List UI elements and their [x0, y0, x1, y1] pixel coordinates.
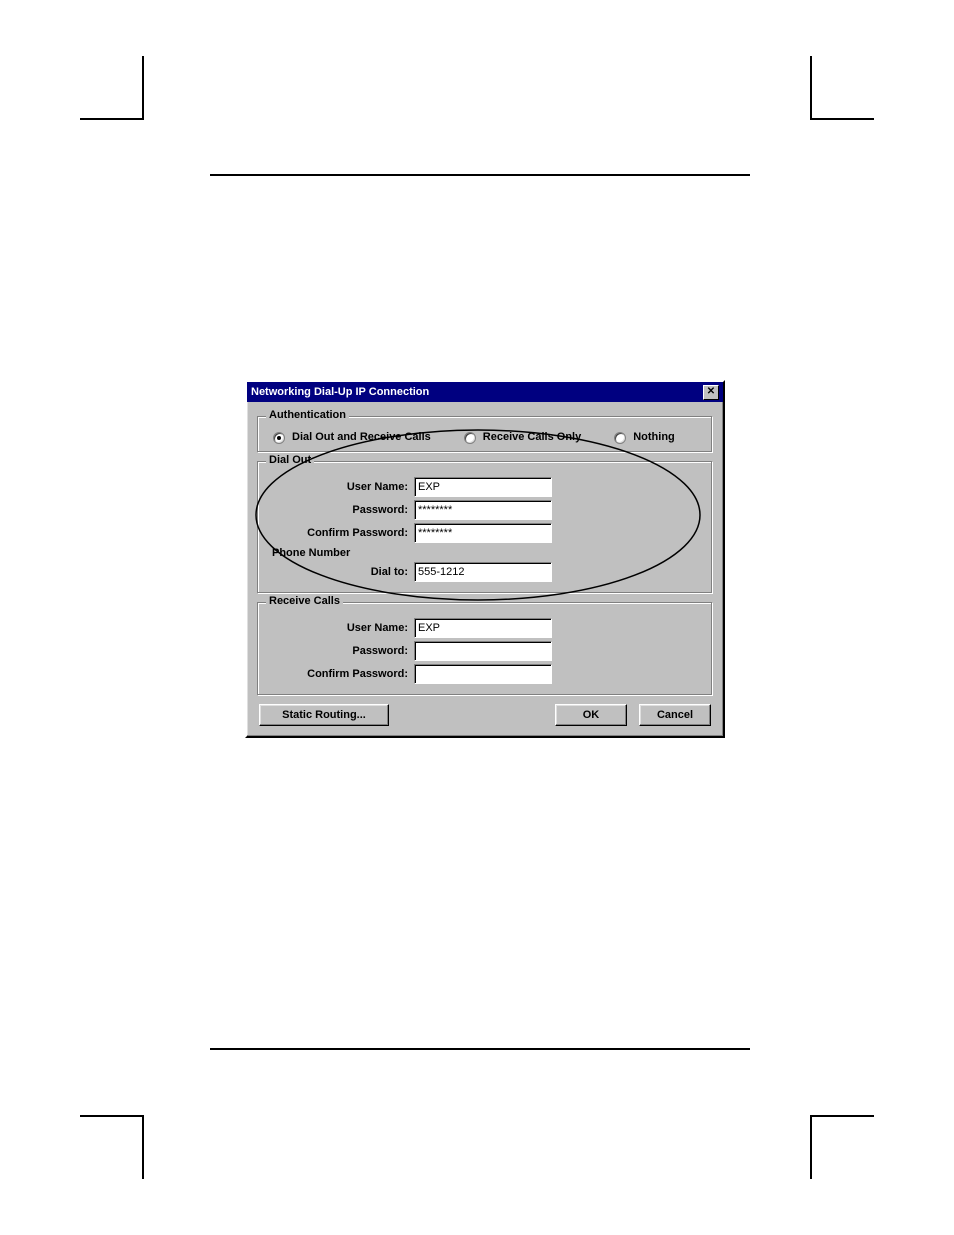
titlebar[interactable]: Networking Dial-Up IP Connection ✕	[247, 382, 723, 402]
radio-nothing-label: Nothing	[633, 431, 675, 443]
radio-receive-only-input[interactable]	[464, 432, 476, 444]
crop-mark-tr	[810, 56, 874, 120]
dial-to-input[interactable]	[414, 562, 552, 582]
dial-out-confirm-password-label: Confirm Password:	[268, 527, 414, 539]
dial-out-legend: Dial Out	[266, 454, 314, 466]
dial-out-password-label: Password:	[268, 504, 414, 516]
radio-nothing[interactable]: Nothing	[609, 429, 675, 444]
radio-dial-out-and-receive[interactable]: Dial Out and Receive Calls	[268, 429, 431, 444]
radio-dial-out-and-receive-label: Dial Out and Receive Calls	[292, 431, 431, 443]
receive-calls-legend: Receive Calls	[266, 595, 343, 607]
authentication-group: Authentication Dial Out and Receive Call…	[257, 416, 713, 453]
dialup-connection-dialog: Networking Dial-Up IP Connection ✕ Authe…	[245, 380, 725, 738]
receive-confirm-password-label: Confirm Password:	[268, 668, 414, 680]
dial-out-confirm-password-input[interactable]	[414, 523, 552, 543]
dial-out-username-input[interactable]	[414, 477, 552, 497]
page-rule-bottom	[210, 1048, 750, 1050]
authentication-legend: Authentication	[266, 409, 349, 421]
receive-calls-group: Receive Calls User Name: Password: Confi…	[257, 602, 713, 696]
receive-username-input[interactable]	[414, 618, 552, 638]
receive-password-label: Password:	[268, 645, 414, 657]
page-rule-top	[210, 174, 750, 176]
dialog-button-row: Static Routing... OK Cancel	[257, 704, 713, 726]
dial-out-group: Dial Out User Name: Password: Confirm Pa…	[257, 461, 713, 594]
radio-dial-out-and-receive-input[interactable]	[273, 432, 285, 444]
dial-out-password-input[interactable]	[414, 500, 552, 520]
radio-receive-only[interactable]: Receive Calls Only	[459, 429, 581, 444]
dialog-title: Networking Dial-Up IP Connection	[251, 386, 429, 398]
radio-receive-only-label: Receive Calls Only	[483, 431, 581, 443]
phone-number-header: Phone Number	[272, 547, 702, 559]
crop-mark-tl	[80, 56, 144, 120]
crop-mark-br	[810, 1115, 874, 1179]
receive-password-input[interactable]	[414, 641, 552, 661]
ok-button[interactable]: OK	[555, 704, 627, 726]
dial-to-label: Dial to:	[268, 566, 414, 578]
dialog-client-area: Authentication Dial Out and Receive Call…	[247, 402, 723, 736]
static-routing-button[interactable]: Static Routing...	[259, 704, 389, 726]
radio-nothing-input[interactable]	[614, 432, 626, 444]
dial-out-username-label: User Name:	[268, 481, 414, 493]
crop-mark-bl	[80, 1115, 144, 1179]
cancel-button[interactable]: Cancel	[639, 704, 711, 726]
receive-confirm-password-input[interactable]	[414, 664, 552, 684]
receive-username-label: User Name:	[268, 622, 414, 634]
close-icon[interactable]: ✕	[703, 385, 719, 400]
